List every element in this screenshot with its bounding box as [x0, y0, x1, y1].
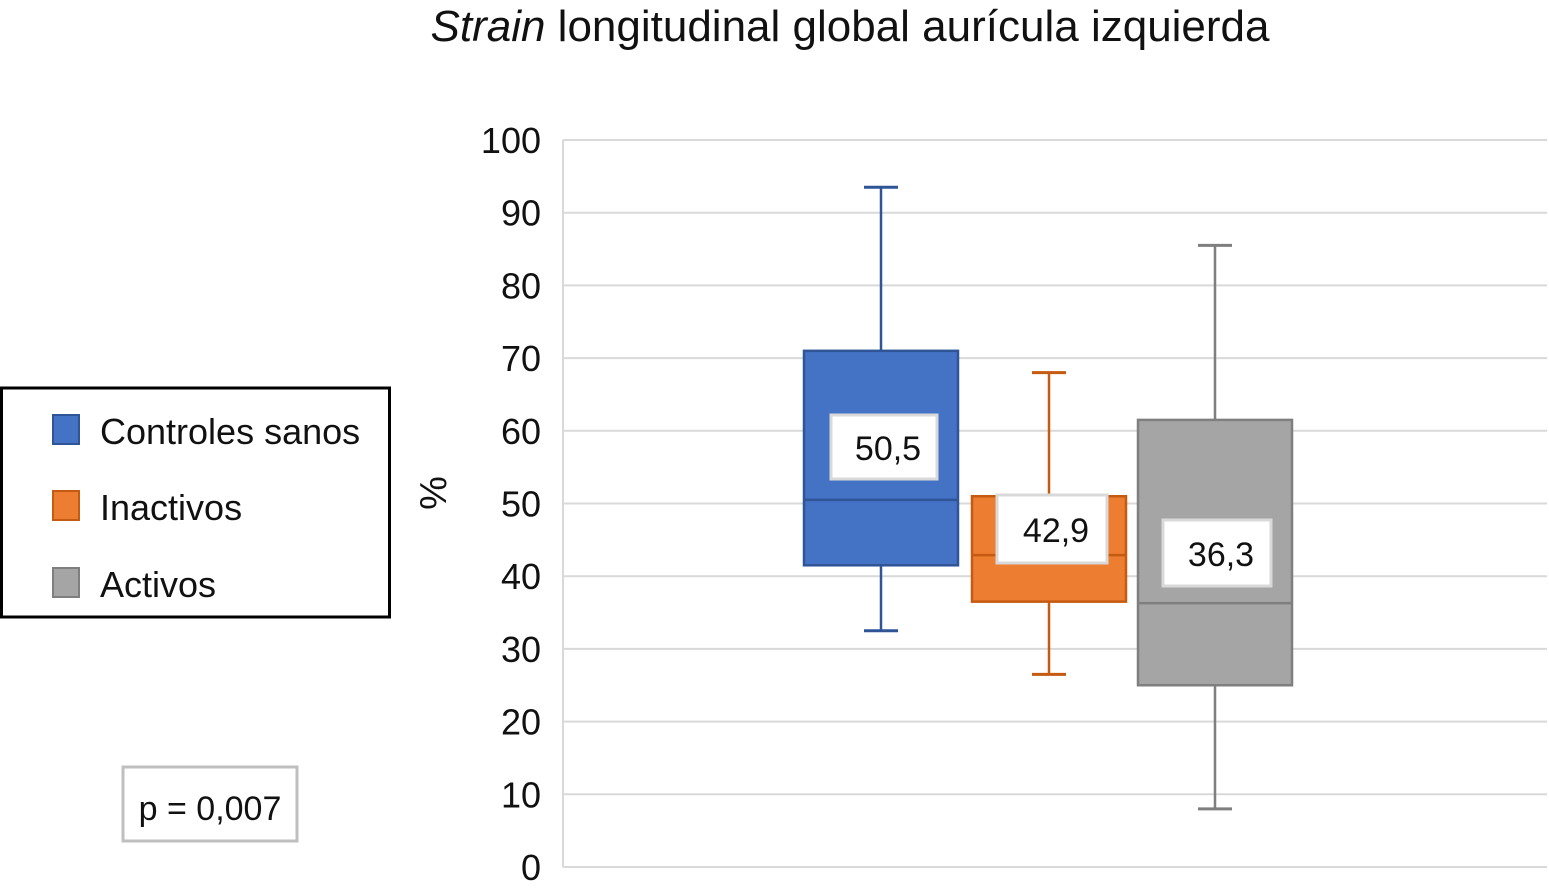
legend-swatch-0 — [52, 414, 80, 445]
data-label-box — [995, 493, 1109, 565]
legend: Controles sanos Inactivos Activos — [0, 386, 391, 619]
chart-title-rest: longitudinal global aurícula izquierda — [545, 2, 1270, 51]
y-tick-label: 70 — [501, 338, 541, 379]
y-tick-label: 90 — [501, 193, 541, 234]
data-label-box — [1161, 518, 1273, 588]
y-tick-label: 0 — [521, 847, 541, 888]
y-axis-label: % — [413, 476, 455, 510]
box-1: 42,9 — [970, 371, 1128, 676]
y-tick-label: 10 — [501, 774, 541, 815]
data-label: 50,5 — [855, 430, 921, 468]
y-tick-label: 80 — [501, 265, 541, 306]
gridlines — [562, 139, 1547, 868]
chart-title-italic: Strain — [430, 2, 546, 51]
box-0: 50,5 — [802, 185, 960, 633]
y-tick-label: 100 — [481, 120, 541, 161]
box-2: 36,3 — [1136, 243, 1294, 811]
data-label: 42,9 — [1023, 512, 1089, 550]
y-tick-label: 30 — [501, 629, 541, 670]
data-label: 36,3 — [1188, 536, 1254, 574]
chart-title: Strain longitudinal global aurícula izqu… — [0, 2, 1549, 52]
p-value-frame — [121, 765, 299, 843]
p-value-annotation: p = 0,007 — [121, 765, 299, 843]
y-tick-label: 50 — [501, 484, 541, 525]
legend-entry-2: Activos — [100, 564, 216, 605]
legend-entry-1: Inactivos — [100, 487, 242, 528]
p-value-text: p = 0,007 — [139, 790, 282, 828]
legend-swatch-1 — [52, 490, 80, 521]
y-tick-label: 20 — [501, 702, 541, 743]
boxes: 50,5 42,9 36,3 — [802, 185, 1294, 811]
legend-entry-0: Controles sanos — [100, 411, 360, 452]
y-tick-label: 60 — [501, 411, 541, 452]
legend-swatch-2 — [52, 567, 80, 598]
data-label-box — [829, 413, 939, 481]
y-tick-label: 40 — [501, 556, 541, 597]
y-axis-ticks: 0 10 20 30 40 50 60 70 80 90 100 — [481, 120, 541, 888]
